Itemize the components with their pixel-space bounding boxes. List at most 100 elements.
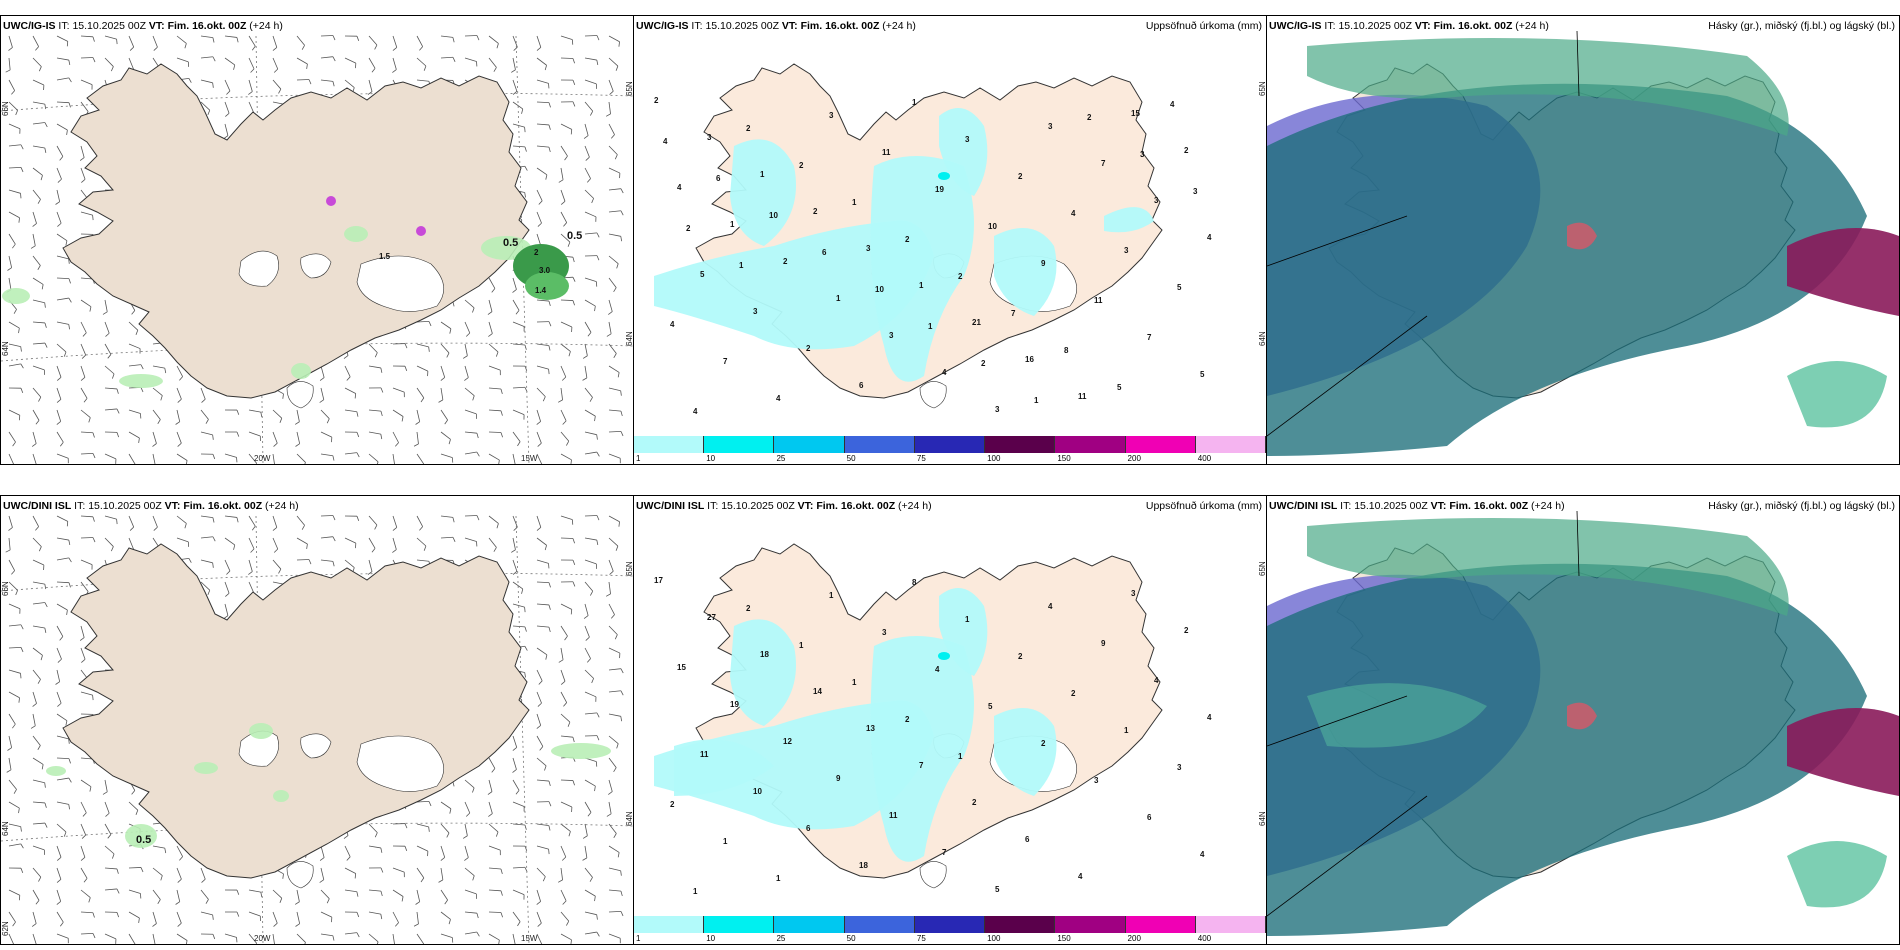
precip-map [634,496,1266,916]
precip-value: 2 [746,124,751,133]
colorbar-tick: 400 [1197,454,1212,463]
precip-value: 11 [700,750,709,759]
precip-colorbar: 1 10 25 50 75 100 150 200 400 [634,436,1266,464]
precip-value: 3 [882,628,887,637]
precip-value: 5 [1200,370,1205,379]
lat-label-62n: 62N [1,921,10,936]
colorbar-swatch [1055,916,1126,933]
colorbar-tick: 400 [1197,934,1212,943]
colorbar-swatch [985,436,1056,453]
lon-label-20w: 20W [254,934,271,943]
colorbar-swatch [914,916,986,933]
wind-value: 1.5 [379,252,391,261]
precip-value: 19 [730,700,739,709]
colorbar-tick: 1 [636,454,641,463]
precip-value: 1 [919,281,924,290]
precip-value: 9 [1041,259,1046,268]
precip-value: 2 [1018,172,1023,181]
precip-value: 21 [972,318,981,327]
precip-value: 1 [852,198,857,207]
colorbar-swatch [914,436,986,453]
precip-value: 2 [783,257,788,266]
colorbar-tick: 100 [987,934,1001,943]
colorbar-swatch [1195,916,1266,933]
precip-value: 2 [813,207,818,216]
precip-panel-bottom: UWC/DINI ISL IT: 15.10.2025 00Z VT: Fim.… [633,495,1267,945]
precip-value: 2 [799,161,804,170]
precip-value: 4 [677,183,682,192]
precip-value: 2 [1041,739,1046,748]
precip-value: 3 [995,405,1000,414]
precip-value: 7 [942,848,947,857]
precip-value: 8 [1064,346,1069,355]
lat-label-64n: 64N [1,821,10,836]
precip-value: 4 [693,407,698,416]
precip-value: 2 [1184,146,1189,155]
precip-map [634,16,1266,436]
precip-value: 11 [889,811,898,820]
precip-value: 1 [1124,726,1129,735]
precip-value: 2 [905,235,910,244]
colorbar-tick: 100 [987,454,1001,463]
lat-label-64n-right: 64N [625,811,634,826]
precip-value: 4 [1207,713,1212,722]
precip-value: 2 [686,224,691,233]
colorbar-swatch [704,436,775,453]
precip-value: 5 [995,885,1000,894]
colorbar-swatch [704,916,775,933]
colorbar-tick: 25 [776,934,786,943]
colorbar-swatch [844,916,915,933]
precip-value: 4 [1071,209,1076,218]
precip-value: 7 [1101,159,1106,168]
precip-value: 2 [958,272,963,281]
precip-value: 1 [776,874,781,883]
precip-value: 3 [1177,763,1182,772]
colorbar-tick: 150 [1057,454,1071,463]
lon-label-20w: 20W [254,454,271,463]
precip-value: 2 [1087,113,1092,122]
panel-header: UWC/DINI ISL IT: 15.10.2025 00Z VT: Fim.… [3,500,299,512]
precip-value: 2 [1018,652,1023,661]
precip-value: 2 [981,359,986,368]
precip-value: 19 [935,185,944,194]
precip-value: 1 [730,220,735,229]
wind-panel-top: UWC/IG-IS IT: 15.10.2025 00Z VT: Fim. 16… [0,15,634,465]
precip-value: 1 [693,887,698,896]
precip-value: 3 [707,133,712,142]
precip-value: 1 [912,98,917,107]
precip-value: 4 [1078,872,1083,881]
precip-value: 7 [1011,309,1016,318]
precip-value: 6 [716,174,721,183]
panel-header: UWC/IG-IS IT: 15.10.2025 00Z VT: Fim. 16… [3,20,283,32]
precip-value: 4 [1207,233,1212,242]
cloud-title: Hásky (gr.), miðský (fj.bl.) og lágský (… [1708,500,1895,512]
precip-value: 18 [859,861,868,870]
precip-value: 1 [799,641,804,650]
precip-value: 13 [866,724,875,733]
precip-value: 1 [836,294,841,303]
colorbar-swatch [634,436,705,453]
precip-value: 18 [760,650,769,659]
colorbar-tick: 200 [1127,934,1141,943]
precip-value: 11 [882,148,891,157]
cloud-map [1267,496,1899,944]
lat-label-65n: 65N [1258,81,1267,96]
lat-label-64n: 64N [1258,331,1267,346]
precip-value: 2 [972,798,977,807]
wind-value: 0.5 [567,230,583,242]
precip-value: 2 [746,604,751,613]
precip-value: 4 [1200,850,1205,859]
precip-value: 2 [1184,626,1189,635]
precip-value: 4 [776,394,781,403]
precip-value: 9 [1101,639,1106,648]
precip-value: 6 [1025,835,1030,844]
cloud-map [1267,16,1899,464]
precip-value: 27 [707,613,716,622]
precip-value: 2 [654,96,659,105]
precip-value: 1 [928,322,933,331]
colorbar-swatch [1125,916,1196,933]
precip-value: 10 [988,222,997,231]
colorbar-swatch [844,436,915,453]
precip-value: 4 [1048,602,1053,611]
colorbar-swatch [1125,436,1196,453]
